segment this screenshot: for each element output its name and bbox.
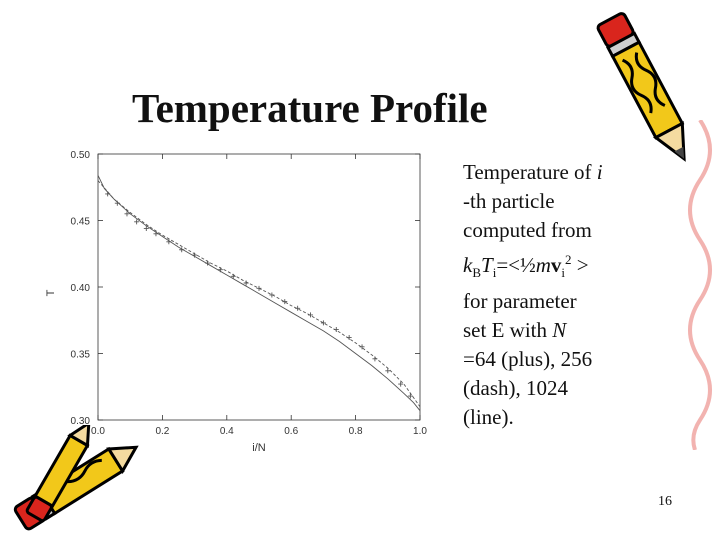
data-point-plus — [114, 200, 120, 206]
formula-sub-i: i — [492, 265, 497, 281]
y-tick-label: 0.50 — [71, 150, 91, 161]
page-number: 16 — [658, 494, 672, 509]
desc-italic-i: i — [596, 160, 603, 184]
x-tick-label: 0.0 — [91, 426, 105, 437]
chart-series — [97, 175, 421, 411]
description-line-1: Temperature of i — [463, 158, 633, 187]
description-line-2: -th particle — [463, 189, 555, 213]
data-point-plus — [134, 219, 140, 225]
x-tick-label: 0.8 — [349, 426, 363, 437]
formula-sub-b: B — [472, 265, 481, 281]
slide-title: Temperature Profile — [132, 85, 488, 131]
series-solid-line — [97, 175, 421, 411]
description-line-7: =64 (plus), 256 — [463, 347, 593, 372]
x-axis-label: i/N — [252, 442, 266, 454]
data-point-plus — [282, 299, 288, 305]
data-point-plus — [320, 320, 326, 326]
formula-sub-i2: i — [561, 265, 566, 281]
y-tick-label: 0.30 — [71, 416, 91, 427]
y-tick-label: 0.45 — [71, 217, 91, 228]
description-line-3: computed from — [463, 218, 592, 242]
temperature-plot: 0.0 0.2 0.4 0.6 0.8 1.0 0.30 0.35 0.40 0.45 0.50 i… — [40, 142, 440, 460]
desc-text: Temperature of — [463, 160, 597, 184]
formula-mid: =<½ — [496, 253, 536, 277]
formula-t: T — [481, 253, 493, 277]
data-point-plus — [204, 260, 210, 266]
data-point-plus — [359, 344, 365, 350]
data-point-plus — [269, 292, 275, 298]
data-point-plus — [143, 225, 149, 231]
data-point-plus — [153, 231, 159, 237]
data-point-plus — [398, 381, 404, 387]
data-point-plus — [192, 252, 198, 258]
data-point-plus — [179, 247, 185, 253]
desc-set-e: set E with — [463, 318, 553, 343]
data-point-plus — [333, 327, 339, 333]
formula-v: v — [550, 253, 562, 277]
chart-svg: 0.0 0.2 0.4 0.6 0.8 1.0 0.30 0.35 0.40 0.45 0.50 i… — [45, 150, 428, 454]
pencil-clipart-bottom-left-icon — [13, 425, 139, 531]
data-point-plus — [166, 239, 172, 245]
data-point-plus — [217, 267, 223, 273]
description-line-6: set E with N — [463, 316, 633, 345]
data-point-plus — [385, 368, 391, 374]
data-point-plus — [308, 312, 314, 318]
chart-ticks: 0.0 0.2 0.4 0.6 0.8 1.0 0.30 0.35 0.40 0.45 0.50 — [71, 150, 428, 437]
data-point-plus — [230, 273, 236, 279]
x-tick-label: 0.2 — [155, 426, 169, 437]
x-tick-label: 1.0 — [413, 426, 427, 437]
data-point-plus — [124, 211, 130, 217]
formula-m: m — [535, 253, 551, 277]
x-tick-label: 0.4 — [220, 426, 234, 437]
y-axis-label: T — [45, 289, 57, 296]
formula-end: > — [571, 253, 589, 277]
formula-square: 2 — [565, 252, 572, 267]
data-point-plus — [105, 191, 111, 197]
x-tick-label: 0.6 — [284, 426, 298, 437]
data-point-plus — [256, 285, 262, 291]
y-tick-label: 0.35 — [71, 350, 91, 361]
y-tick-label: 0.40 — [71, 283, 91, 294]
description-line-8: (dash), 1024 — [463, 376, 568, 401]
data-point-plus — [243, 280, 249, 286]
data-point-plus — [372, 356, 378, 362]
data-point-plus — [346, 335, 352, 341]
data-point-plus — [295, 305, 301, 311]
description-text: Temperature of i -th particle computed f… — [463, 158, 633, 432]
data-point-plus — [407, 393, 413, 399]
formula-k: k — [463, 253, 473, 277]
description-line-5: for parameter — [463, 289, 577, 314]
description-line-4: kBTi=<½mvi2 > — [463, 245, 633, 287]
decorative-wave-icon — [688, 120, 712, 450]
desc-italic-n: N — [552, 318, 567, 343]
description-line-9: (line). — [463, 405, 514, 430]
pencil-clipart-top-right-icon — [596, 12, 686, 162]
